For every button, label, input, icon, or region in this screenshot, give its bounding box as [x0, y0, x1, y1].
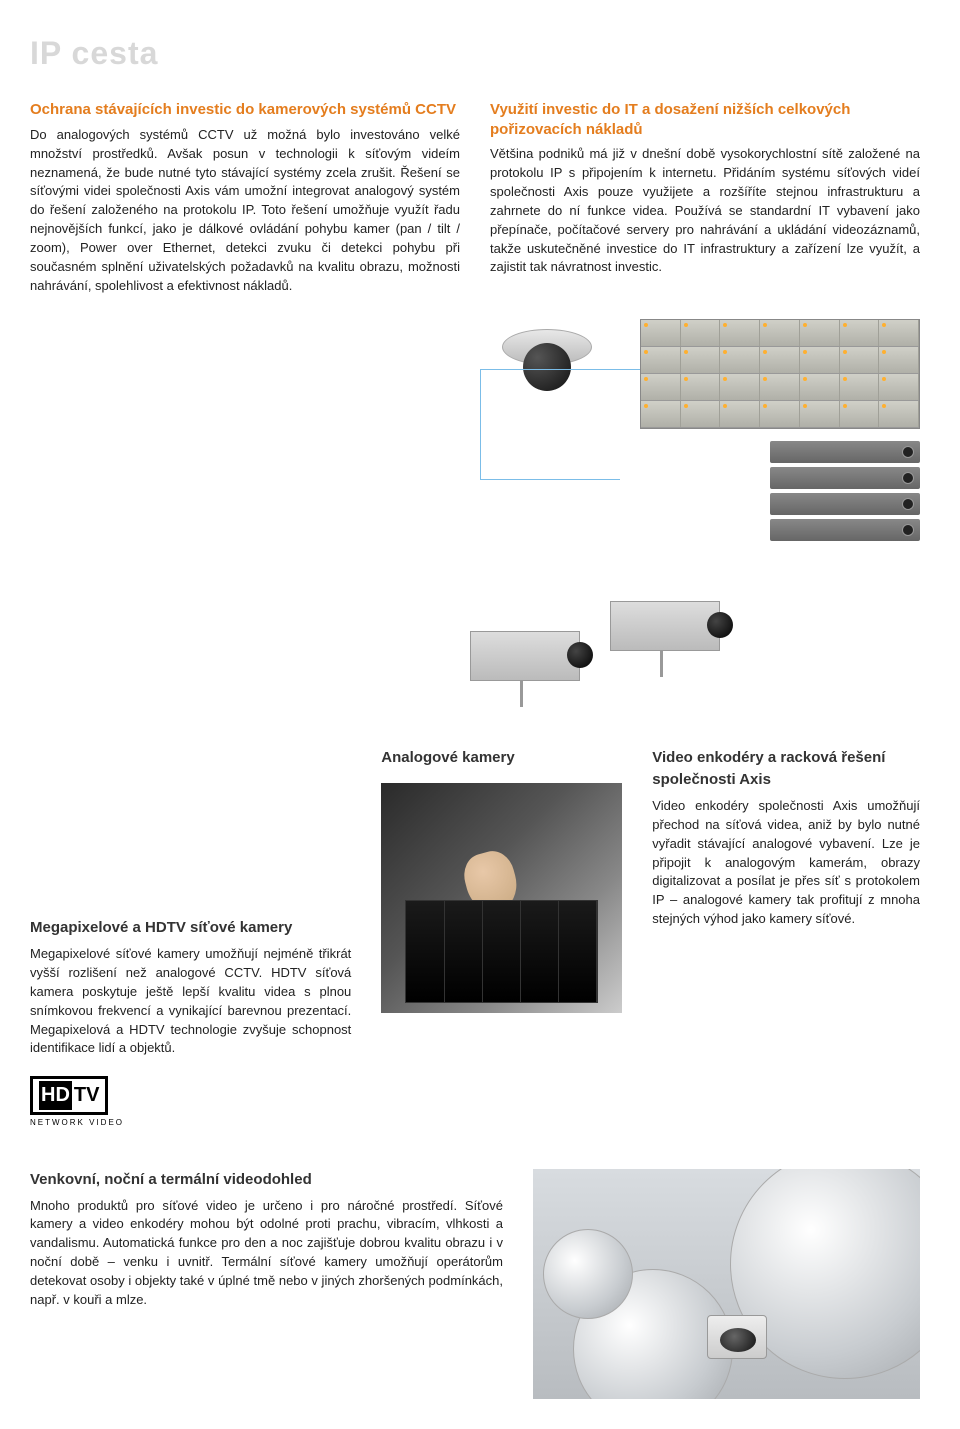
- section3-body: Megapixelové síťové kamery umožňují nejm…: [30, 945, 351, 1058]
- outdoor-section: Venkovní, noční a termální videodohled M…: [30, 1169, 503, 1399]
- product-diagram: [30, 319, 920, 541]
- section4-heading: Video enkodéry a racková řešení společno…: [652, 747, 920, 791]
- section2-body: Většina podniků má již v dnešní době vys…: [490, 145, 920, 277]
- connector-line-icon: [480, 369, 481, 479]
- hdtv-logo: HD TV NETWORK VIDEO: [30, 1076, 140, 1129]
- megapixel-section: Megapixelové a HDTV síťové kamery Megapi…: [30, 747, 351, 1128]
- connector-line-icon: [480, 479, 620, 480]
- dish-image-block: [533, 1169, 920, 1399]
- hdtv-sub-text: NETWORK VIDEO: [30, 1117, 140, 1129]
- encoder-section: Video enkodéry a racková řešení společno…: [652, 747, 920, 928]
- section5-heading: Venkovní, noční a termální videodohled: [30, 1169, 503, 1191]
- cash-register-image: [381, 783, 622, 1013]
- section3-heading: Megapixelové a HDTV síťové kamery: [30, 917, 351, 939]
- section1-body: Do analogových systémů CCTV už možná byl…: [30, 126, 460, 296]
- outdoor-camera-icon: [707, 1315, 767, 1359]
- hdtv-tv-text: TV: [72, 1081, 100, 1110]
- box-camera-icon: [470, 631, 580, 681]
- intro-col-right: Využití investic do IT a dosažení nižšíc…: [490, 100, 920, 295]
- intro-columns: Ochrana stávajících investic do kamerový…: [30, 100, 920, 295]
- analog-camera-diagram: [30, 571, 920, 707]
- box-camera-icon: [610, 601, 720, 651]
- page-title: IP cesta: [30, 30, 920, 76]
- connector-line-icon: [480, 369, 640, 370]
- hdtv-hd-text: HD: [39, 1081, 72, 1110]
- bottom-row: Venkovní, noční a termální videodohled M…: [30, 1169, 920, 1399]
- encoder-stack-icon: [770, 441, 920, 541]
- section1-heading: Ochrana stávajících investic do kamerový…: [30, 100, 460, 120]
- analog-cameras-block: Analogové kamery: [381, 747, 622, 1013]
- analog-label: Analogové kamery: [381, 747, 622, 769]
- section2-heading: Využití investic do IT a dosažení nižšíc…: [490, 100, 920, 139]
- section4-body: Video enkodéry společnosti Axis umožňují…: [652, 797, 920, 929]
- rack-encoder-icon: [640, 319, 920, 429]
- dome-camera-icon: [502, 329, 592, 399]
- section5-body: Mnoho produktů pro síťové video je určen…: [30, 1197, 503, 1310]
- mid-row: Megapixelové a HDTV síťové kamery Megapi…: [30, 747, 920, 1128]
- intro-col-left: Ochrana stávajících investic do kamerový…: [30, 100, 460, 295]
- satellite-dish-image: [533, 1169, 920, 1399]
